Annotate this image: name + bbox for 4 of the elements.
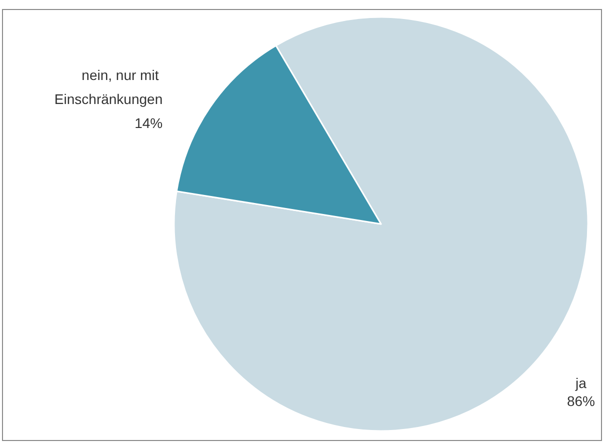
slice-label: nein, nur mit Einschränkungen bbox=[54, 66, 163, 107]
slice-label: ja bbox=[574, 375, 587, 391]
data-label: 86% bbox=[566, 393, 596, 409]
data-label: 14% bbox=[134, 114, 163, 131]
